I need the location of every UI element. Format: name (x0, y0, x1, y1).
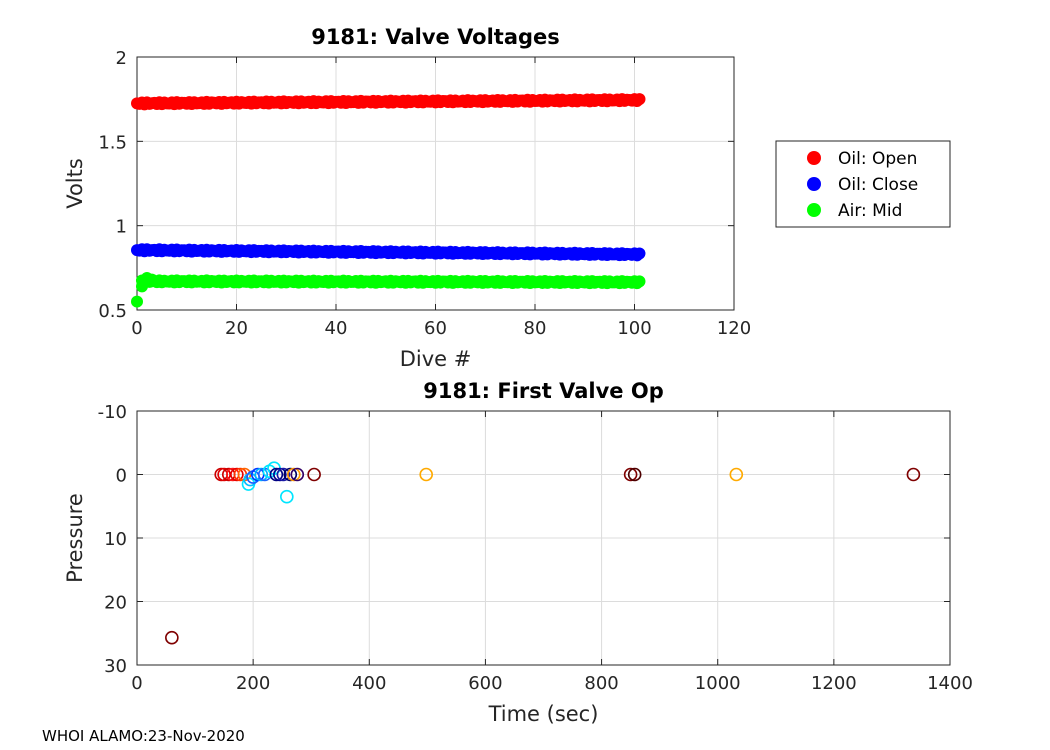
y-tick-label: -10 (98, 402, 127, 423)
x-tick-label: 100 (617, 318, 651, 339)
data-point (283, 467, 298, 482)
x-tick-label: 600 (468, 673, 502, 694)
data-point (627, 467, 642, 482)
data-point-air-mid (633, 275, 646, 288)
x-tick-label: 400 (352, 673, 386, 694)
x-axis-label: Dive # (400, 347, 472, 371)
data-point (165, 630, 179, 645)
chart-title: 9181: Valve Voltages (311, 25, 560, 49)
data-point (254, 467, 269, 482)
data-point (269, 467, 284, 482)
data-point (273, 467, 287, 482)
data-point (729, 467, 744, 482)
x-tick-label: 1000 (695, 673, 741, 694)
y-tick-label: 2 (116, 48, 127, 69)
data-point (419, 467, 433, 482)
x-tick-label: 40 (325, 318, 348, 339)
x-tick-label: 0 (131, 318, 142, 339)
x-tick-label: 20 (225, 318, 248, 339)
legend-entry: Oil: Close (838, 175, 918, 195)
y-axis-label: Volts (63, 158, 87, 209)
data-point-oil-open (633, 93, 646, 106)
data-point (290, 467, 305, 482)
x-tick-label: 120 (717, 318, 751, 339)
y-tick-label: 1.5 (98, 132, 127, 153)
legend-entry: Oil: Open (838, 149, 917, 169)
data-point (906, 467, 921, 482)
data-point (623, 467, 638, 482)
data-point-air-mid (145, 273, 158, 286)
x-tick-label: 0 (131, 673, 142, 694)
x-axis-label: Time (sec) (488, 702, 599, 726)
legend-entry: Air: Mid (838, 201, 902, 221)
y-tick-label: 30 (104, 656, 127, 677)
data-point (276, 467, 291, 482)
data-point-oil-close (633, 247, 646, 260)
y-axis-label: Pressure (63, 493, 87, 583)
x-tick-label: 80 (524, 318, 547, 339)
x-tick-label: 800 (584, 673, 618, 694)
y-tick-label: 0.5 (98, 301, 127, 322)
legend-marker (807, 177, 821, 191)
legend-marker (807, 151, 821, 165)
x-tick-label: 200 (236, 673, 270, 694)
y-tick-label: 1 (116, 217, 127, 238)
valve-op-points-group (165, 461, 921, 645)
y-tick-label: 10 (104, 529, 127, 550)
legend-box (775, 140, 951, 228)
data-point-air-mid (131, 295, 143, 308)
y-tick-label: 0 (116, 466, 127, 487)
footer-stamp: WHOI ALAMO:23-Nov-2020 (42, 727, 245, 745)
x-tick-label: 60 (424, 318, 447, 339)
y-tick-label: 20 (104, 593, 127, 614)
data-point (307, 467, 321, 482)
chart-title: 9181: First Valve Op (423, 379, 664, 403)
x-tick-label: 1400 (927, 673, 973, 694)
data-point (230, 467, 244, 482)
x-tick-label: 1200 (811, 673, 857, 694)
data-point (280, 489, 294, 504)
voltage-series-group (131, 93, 646, 308)
legend-marker (807, 203, 821, 217)
data-point (286, 467, 301, 482)
